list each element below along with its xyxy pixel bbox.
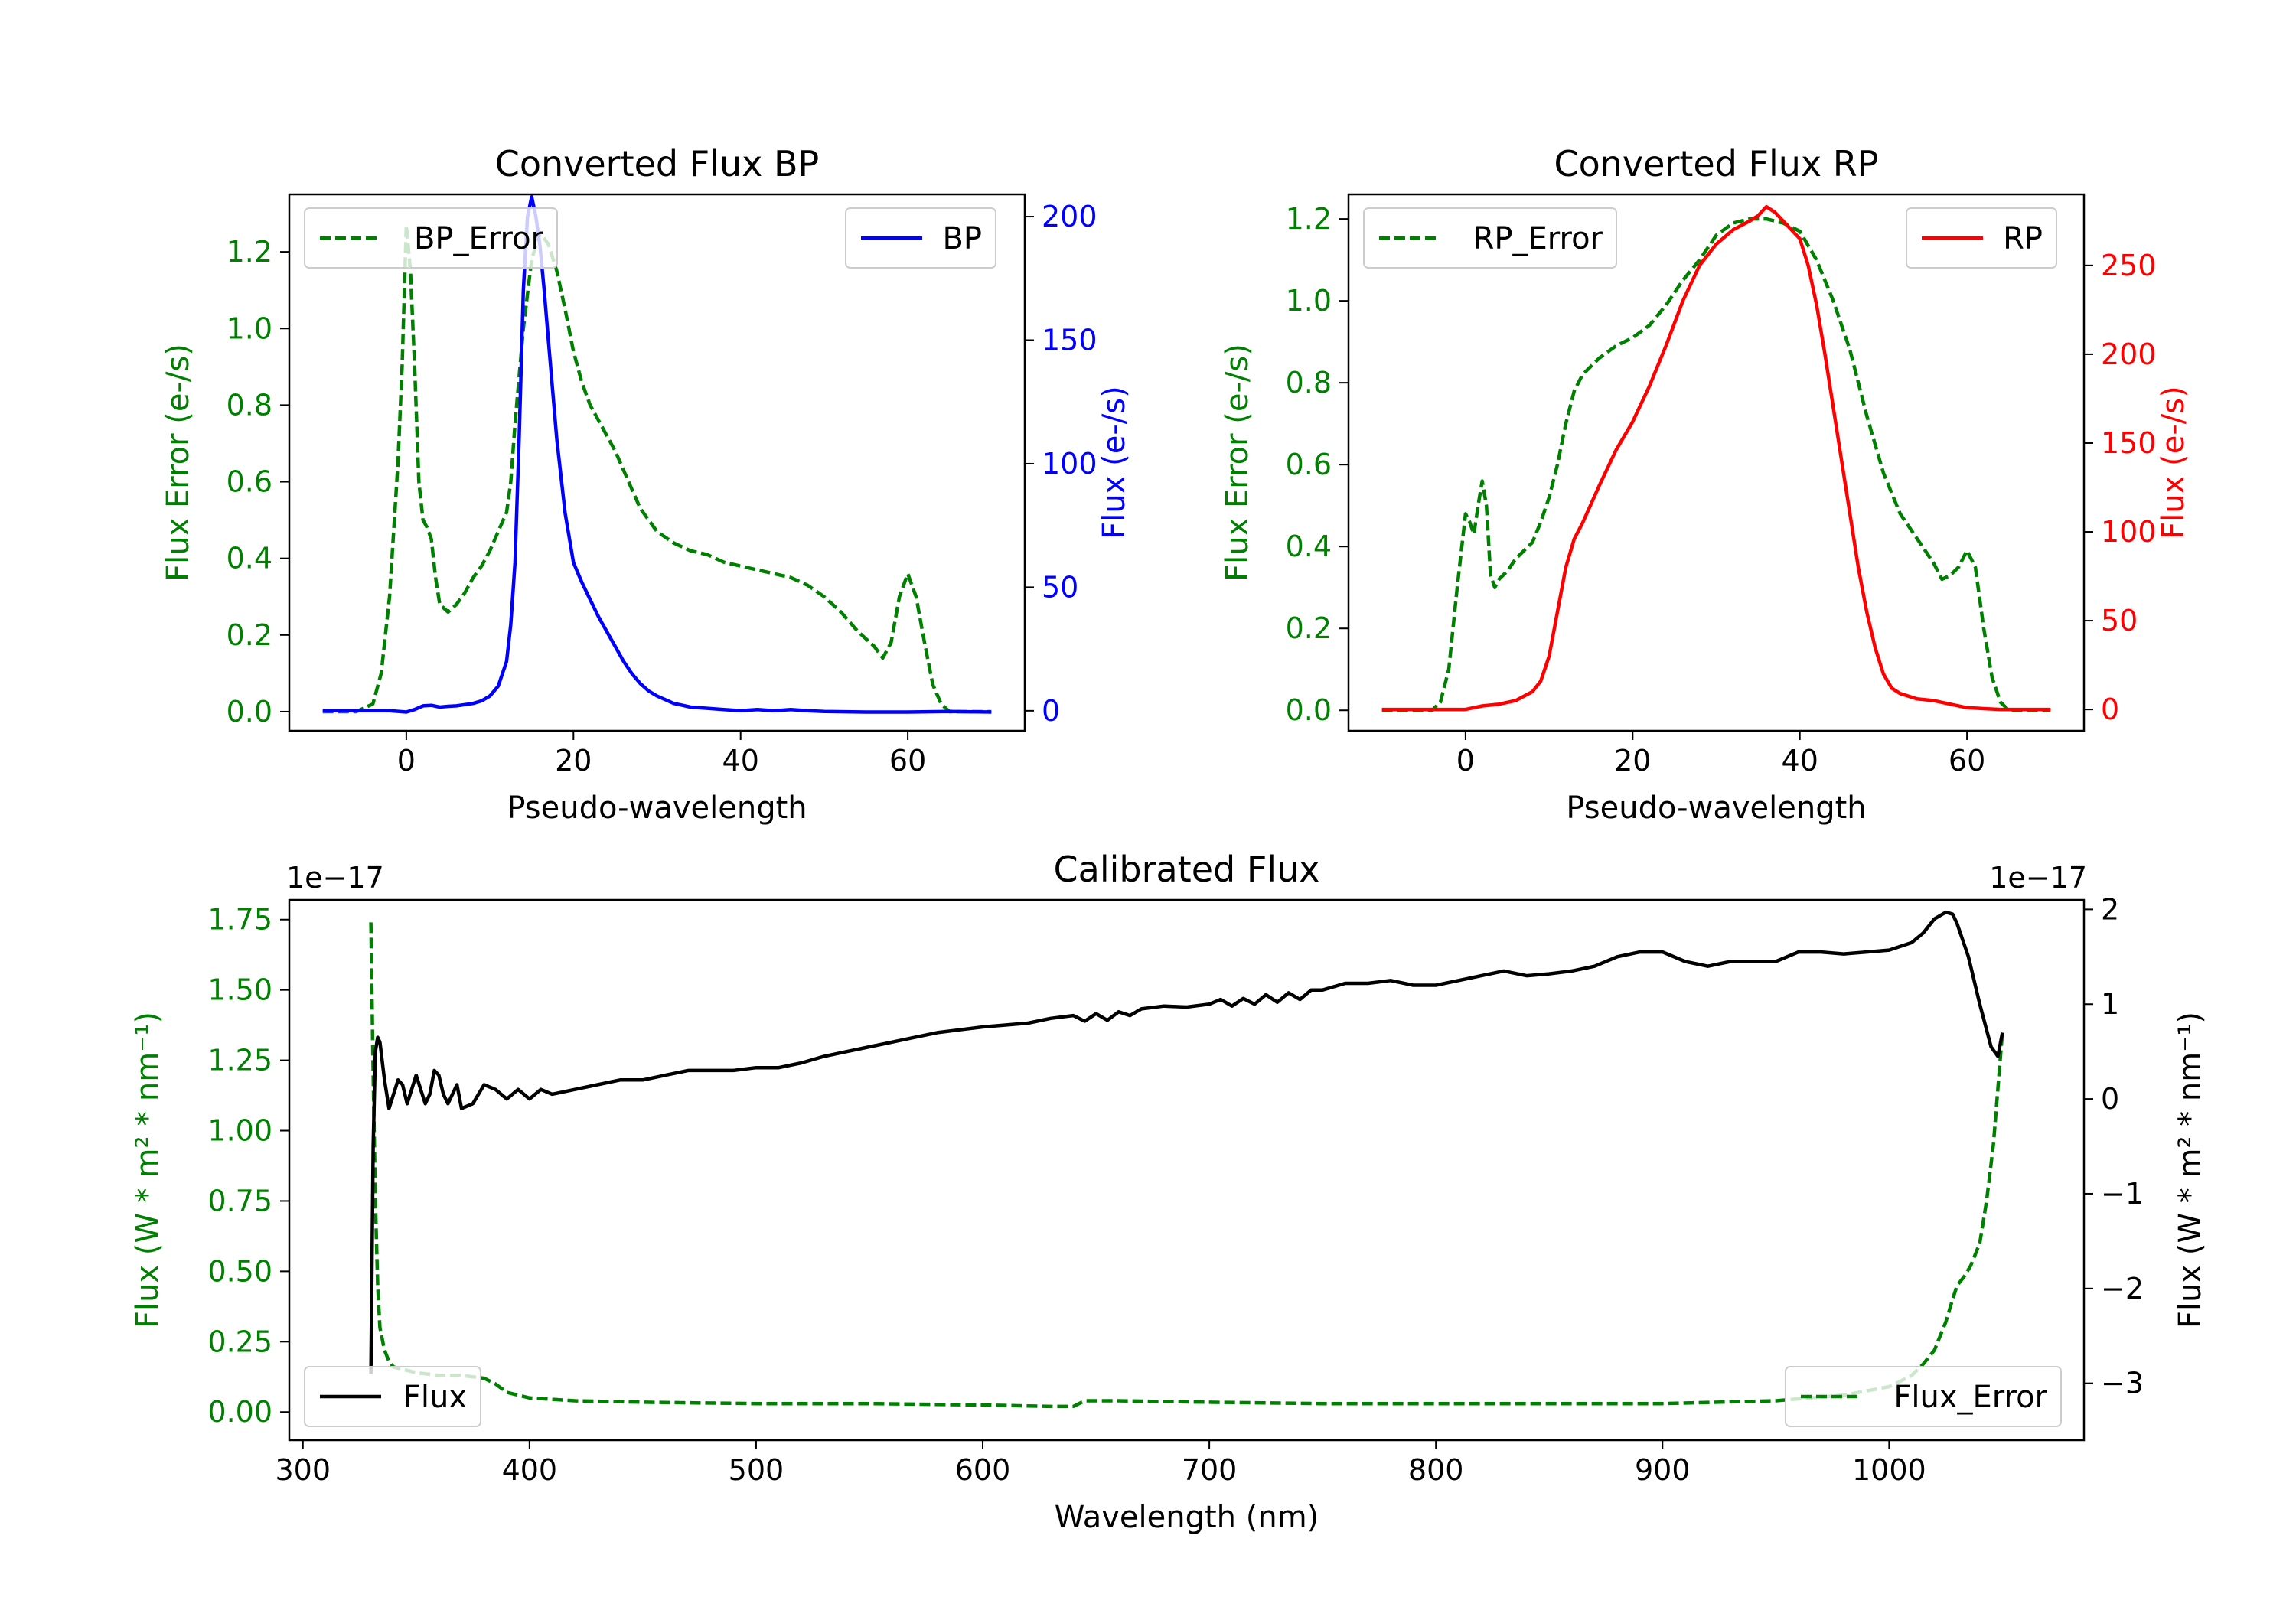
x-axis-label: Wavelength (nm) — [1055, 1500, 1319, 1535]
x-tick-label: 900 — [1635, 1453, 1691, 1487]
y-left-tick-label: 1.0 — [1286, 284, 1332, 318]
legend-bp: BP — [845, 207, 996, 269]
y-right-axis-label: Flux (e-/s) — [1097, 386, 1132, 539]
y-right-axis-label: Flux (W * m² * nm⁻¹) — [2173, 1012, 2208, 1328]
series-line-rp — [1381, 204, 2051, 712]
legend-label: Flux_Error — [1893, 1380, 2047, 1415]
x-tick-label: 300 — [275, 1453, 331, 1487]
legend-rp: RP — [1906, 207, 2057, 269]
y-right-axis-label: Flux (e-/s) — [2156, 386, 2191, 539]
chart-title: Converted Flux RP — [1554, 143, 1879, 184]
y-right-tick-label: 200 — [2101, 337, 2157, 371]
y-left-tick-label: 0.8 — [227, 388, 272, 422]
y-left-tick-label: 0.75 — [207, 1184, 272, 1217]
chart-title: Calibrated Flux — [1054, 849, 1320, 890]
legend-flux: Flux — [304, 1366, 481, 1427]
x-tick-label: 20 — [1614, 744, 1651, 777]
x-tick-label: 40 — [1782, 744, 1818, 777]
y-left-tick-label: 0.4 — [1286, 530, 1332, 563]
y-left-tick-label: 1.00 — [207, 1114, 272, 1148]
legend-box — [304, 1366, 481, 1427]
y-right-tick-label: 150 — [2101, 426, 2157, 460]
x-tick-label: 800 — [1408, 1453, 1464, 1487]
plot-frame — [288, 898, 2086, 1442]
series-line-bp — [322, 194, 992, 714]
x-tick-label: 0 — [1456, 744, 1475, 777]
x-tick-label: 700 — [1182, 1453, 1238, 1487]
y-left-tick-label: 1.50 — [207, 973, 272, 1007]
y-right-tick-label: −1 — [2101, 1177, 2144, 1211]
x-axis-label: Pseudo-wavelength — [507, 790, 807, 826]
legend-flux-error: Flux_Error — [1785, 1366, 2062, 1427]
y-right-tick-label: −2 — [2101, 1272, 2144, 1305]
y-right-tick-label: 150 — [1042, 324, 1097, 357]
y-left-tick-label: 0.2 — [227, 618, 272, 652]
legend-box — [1363, 207, 1617, 269]
y-left-tick-label: 0.6 — [227, 465, 272, 499]
y-left-axis-label: Flux Error (e-/s) — [1220, 344, 1255, 582]
chart-panel-3: 300 400 500 600 700 800 900 1000 0.00 0.25 0.50 0.7… — [130, 849, 2208, 1535]
y-right-tick-label: 2 — [2101, 892, 2119, 926]
x-tick-label: 500 — [729, 1453, 784, 1487]
y-left-tick-label: 1.0 — [227, 311, 272, 345]
y-right-tick-label: −3 — [2101, 1367, 2144, 1400]
x-tick-label: 400 — [502, 1453, 558, 1487]
y-right-scale-label: 1e−17 — [1989, 861, 2087, 895]
chart-panel-1: 0 20 40 60 0.0 0.2 0.4 0.6 0.8 1.0 1.2 0 50 100 150 200… — [161, 143, 1132, 826]
y-left-tick-label: 1.75 — [207, 903, 272, 937]
chart-panel-2: 0 20 40 60 0.0 0.2 0.4 0.6 0.8 1.0 1.2 0 50 100 150 200… — [1220, 143, 2191, 826]
y-right-tick-label: 100 — [2101, 515, 2157, 549]
y-left-tick-label: 1.2 — [1286, 202, 1332, 236]
y-right-tick-label: 200 — [1042, 200, 1097, 233]
y-left-tick-label: 0.50 — [207, 1254, 272, 1288]
y-right-tick-label: 0 — [2101, 693, 2119, 726]
x-tick-label: 60 — [1949, 744, 1985, 777]
y-right-tick-label: 100 — [1042, 447, 1097, 481]
series-line-bp-error — [322, 223, 992, 714]
legend-label: Flux — [403, 1380, 467, 1415]
x-tick-label: 1000 — [1852, 1453, 1926, 1487]
y-left-tick-label: 0.2 — [1286, 611, 1332, 645]
y-right-tick-label: 50 — [2101, 604, 2138, 637]
x-tick-label: 20 — [555, 744, 592, 777]
legend-box — [304, 207, 558, 269]
series-line-flux-error — [369, 922, 2004, 1409]
y-left-axis-label: Flux (W * m² * nm⁻¹) — [130, 1012, 165, 1328]
legend-label: RP_Error — [1473, 221, 1603, 256]
y-left-tick-label: 0.25 — [207, 1325, 272, 1358]
y-right-tick-label: 0 — [1042, 694, 1060, 728]
y-left-tick-label: 0.0 — [1286, 693, 1332, 727]
plot-frame — [288, 193, 1026, 732]
y-left-scale-label: 1e−17 — [286, 861, 384, 895]
plot-frame — [1347, 193, 2086, 732]
y-left-tick-label: 0.0 — [227, 695, 272, 729]
legend-rp-error: RP_Error — [1363, 207, 1617, 269]
x-tick-label: 60 — [889, 744, 926, 777]
y-right-tick-label: 0 — [2101, 1082, 2119, 1116]
series-line-rp-error — [1381, 217, 2051, 712]
y-left-tick-label: 1.2 — [227, 235, 272, 269]
legend-label: BP_Error — [414, 221, 544, 256]
chart-title: Converted Flux BP — [495, 143, 820, 184]
y-left-tick-label: 1.25 — [207, 1044, 272, 1077]
y-left-tick-label: 0.8 — [1286, 366, 1332, 399]
legend-label: RP — [2003, 221, 2043, 256]
x-tick-label: 0 — [397, 744, 416, 777]
y-right-tick-label: 50 — [1042, 570, 1078, 604]
x-axis-label: Pseudo-wavelength — [1566, 790, 1866, 826]
legend-bp-error: BP_Error — [304, 207, 558, 269]
legend-box — [1785, 1366, 2062, 1427]
y-left-tick-label: 0.00 — [207, 1395, 272, 1429]
y-left-tick-label: 0.6 — [1286, 448, 1332, 481]
y-left-axis-label: Flux Error (e-/s) — [161, 344, 196, 582]
legend-label: BP — [942, 221, 982, 256]
series-line-flux — [369, 910, 2004, 1374]
x-tick-label: 40 — [722, 744, 759, 777]
x-tick-label: 600 — [955, 1453, 1011, 1487]
y-right-tick-label: 250 — [2101, 249, 2157, 282]
y-right-tick-label: 1 — [2101, 987, 2119, 1021]
y-left-tick-label: 0.4 — [227, 542, 272, 575]
